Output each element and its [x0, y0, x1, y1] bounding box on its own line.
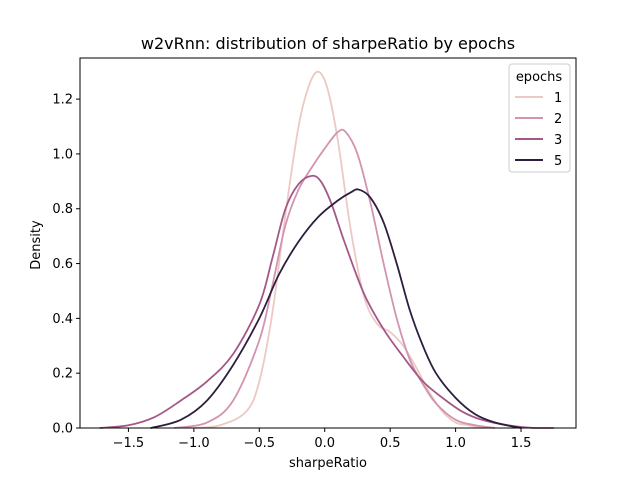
- chart-title: w2vRnn: distribution of sharpeRatio by e…: [141, 34, 515, 53]
- x-tick-label: −0.5: [244, 436, 276, 451]
- y-tick-label: 0.8: [52, 202, 73, 217]
- density-line-epochs-3: [99, 174, 554, 429]
- x-tick-label: 1.5: [511, 436, 532, 451]
- legend-label-2: 2: [554, 112, 562, 127]
- x-tick-label: −1.5: [113, 436, 145, 451]
- y-tick-label: 1.0: [52, 147, 73, 162]
- density-line-epochs-5: [150, 188, 522, 429]
- density-line-epochs-2: [174, 128, 495, 429]
- density-line-epochs-1: [193, 70, 482, 429]
- legend-title: epochs: [516, 70, 563, 85]
- x-axis: −1.5 −1.0 −0.5 0.0 0.5 1.0 1.5: [113, 428, 532, 451]
- y-axis-label: Density: [29, 220, 44, 270]
- plot-frame: [79, 57, 577, 429]
- x-tick-label: 1.0: [445, 436, 466, 451]
- legend: epochs 1 2 3 5: [508, 63, 571, 173]
- legend-label-1: 1: [554, 91, 562, 106]
- series-group: [99, 70, 554, 429]
- y-tick-label: 0.0: [52, 422, 73, 437]
- x-tick-label: 0.5: [380, 436, 401, 451]
- y-tick-label: 1.2: [52, 93, 73, 108]
- y-axis: 0.0 0.2 0.4 0.6 0.8 1.0 1.2: [52, 93, 80, 437]
- x-tick-label: 0.0: [314, 436, 335, 451]
- legend-label-5: 5: [554, 154, 562, 169]
- x-tick-label: −1.0: [178, 436, 210, 451]
- y-tick-label: 0.4: [52, 312, 73, 327]
- legend-label-3: 3: [554, 133, 562, 148]
- y-tick-label: 0.6: [52, 257, 73, 272]
- x-axis-label: sharpeRatio: [289, 456, 367, 471]
- y-tick-label: 0.2: [52, 367, 73, 382]
